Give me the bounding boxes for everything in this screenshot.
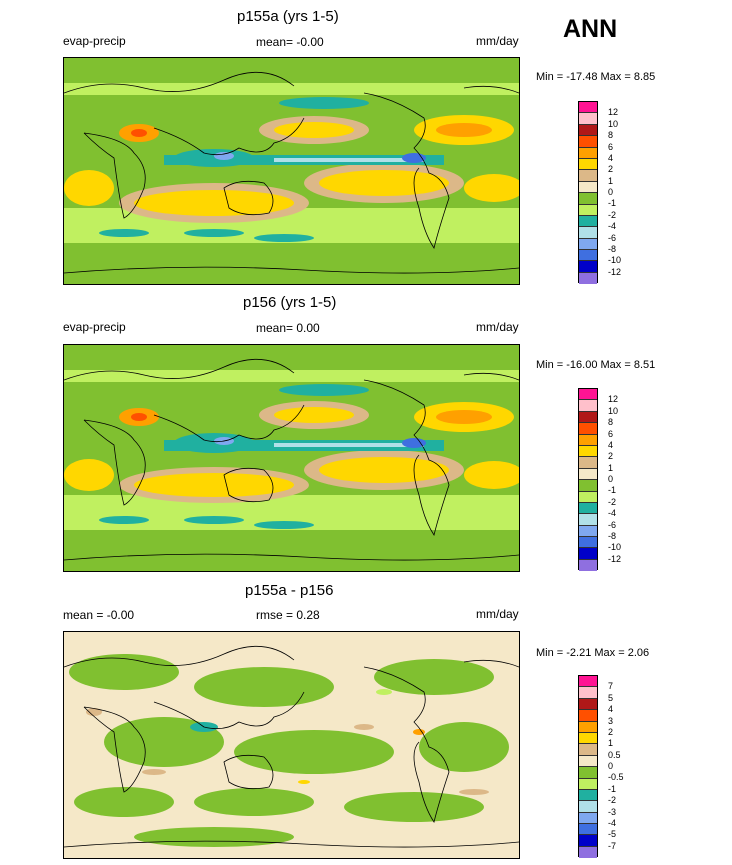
panel-3-minmax: Min = -2.21 Max = 2.06 bbox=[536, 647, 650, 659]
panel-3-colorbar bbox=[578, 675, 598, 859]
tick-label: 1 bbox=[608, 175, 614, 186]
tick-label: 7 bbox=[608, 681, 614, 692]
panel-1-map-graphic bbox=[64, 58, 519, 284]
tick-label: 0 bbox=[608, 474, 614, 484]
tick-label: -4 bbox=[608, 817, 617, 828]
panel-2-colorbar bbox=[578, 388, 598, 572]
tick-label: 3 bbox=[608, 715, 614, 726]
panel-1-mean-label: mean= -0.00 bbox=[256, 35, 324, 49]
tick-label: 4 bbox=[608, 439, 614, 450]
tick-label: -10 bbox=[608, 255, 622, 266]
tick-label: 5 bbox=[608, 692, 614, 703]
tick-label: -5 bbox=[608, 829, 617, 840]
tick-label: -1 bbox=[608, 198, 617, 209]
panel-1-variable-label: evap-precip bbox=[63, 34, 126, 48]
tick-label: 2 bbox=[608, 451, 614, 462]
panel-3-units-label: mm/day bbox=[476, 607, 519, 621]
panel-1-title: p155a (yrs 1-5) bbox=[237, 8, 339, 25]
tick-label: 4 bbox=[608, 704, 614, 715]
panel-2-mean-label: mean= 0.00 bbox=[256, 321, 320, 335]
panel-3-rmse-label: rmse = 0.28 bbox=[256, 608, 320, 622]
tick-label: -1 bbox=[608, 485, 617, 496]
panel-2-minmax: Min = -16.00 Max = 8.51 bbox=[536, 359, 656, 371]
tick-label: 2 bbox=[608, 164, 614, 175]
tick-label: -4 bbox=[608, 221, 617, 232]
tick-label: -4 bbox=[608, 508, 617, 519]
tick-label: -8 bbox=[608, 243, 617, 254]
panel-3-map bbox=[63, 631, 520, 859]
tick-label: -0.5 bbox=[608, 772, 624, 783]
tick-label: -6 bbox=[608, 232, 617, 243]
panel-2-map bbox=[63, 344, 520, 572]
panel-3-mean-label: mean = -0.00 bbox=[63, 608, 135, 622]
panel-2-map-graphic bbox=[64, 345, 519, 571]
tick-label: 1 bbox=[608, 462, 614, 473]
panel-1-colorbar bbox=[578, 101, 598, 285]
tick-label: 0 bbox=[608, 761, 614, 771]
tick-label: -2 bbox=[608, 209, 617, 220]
tick-label: 12 bbox=[608, 394, 619, 405]
tick-label: 8 bbox=[608, 417, 614, 428]
tick-label: -6 bbox=[608, 519, 617, 530]
panel-1-map bbox=[63, 57, 520, 285]
tick-label: 0 bbox=[608, 187, 614, 197]
tick-label: -3 bbox=[608, 806, 617, 817]
panel-1-units-label: mm/day bbox=[476, 34, 519, 48]
panel-1-minmax: Min = -17.48 Max = 8.85 bbox=[536, 71, 656, 83]
tick-label: 6 bbox=[608, 428, 614, 439]
season-label: ANN bbox=[563, 15, 618, 43]
panel-2-title: p156 (yrs 1-5) bbox=[243, 294, 337, 311]
tick-label: 10 bbox=[608, 405, 619, 416]
tick-label: -2 bbox=[608, 795, 617, 806]
tick-label: 10 bbox=[608, 118, 619, 129]
tick-label: -8 bbox=[608, 530, 617, 541]
tick-label: 0.5 bbox=[608, 749, 621, 760]
tick-label: 8 bbox=[608, 130, 614, 141]
tick-label: -1 bbox=[608, 783, 617, 794]
tick-label: -10 bbox=[608, 542, 622, 553]
tick-label: -12 bbox=[608, 553, 622, 564]
tick-label: 12 bbox=[608, 107, 619, 118]
tick-label: -12 bbox=[608, 266, 622, 277]
tick-label: 6 bbox=[608, 141, 614, 152]
panel-3-title: p155a - p156 bbox=[245, 582, 334, 599]
tick-label: -7 bbox=[608, 840, 617, 851]
tick-label: 4 bbox=[608, 152, 614, 163]
tick-label: 1 bbox=[608, 738, 614, 749]
tick-label: 2 bbox=[608, 726, 614, 737]
panel-2-units-label: mm/day bbox=[476, 320, 519, 334]
panel-3-map-graphic bbox=[64, 632, 519, 858]
panel-2-variable-label: evap-precip bbox=[63, 320, 126, 334]
tick-label: -2 bbox=[608, 496, 617, 507]
